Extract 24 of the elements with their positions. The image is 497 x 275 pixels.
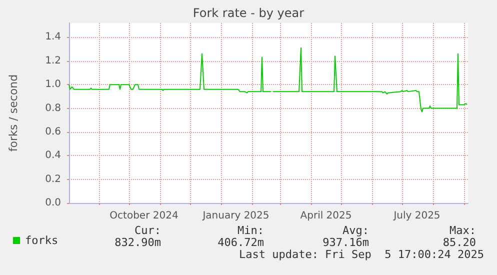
text: Avg: — [342, 224, 369, 237]
x-tick-label: April 2025 — [300, 210, 352, 222]
y-tick-label: 1.2 — [45, 55, 61, 66]
text: 406.72m — [218, 236, 264, 249]
x-tick-label: July 2025 — [392, 210, 440, 222]
text: Max: — [450, 224, 476, 237]
text: Min: — [238, 224, 264, 237]
chart-title: Fork rate - by year — [192, 6, 304, 20]
legend-label: forks — [25, 234, 58, 247]
text: 832.90m — [114, 236, 162, 249]
y-axis-title: forks / second — [7, 74, 20, 152]
y-tick-label: 0.4 — [45, 150, 61, 162]
text: 85.20 — [442, 236, 476, 249]
y-tick-label: 1.4 — [45, 32, 61, 43]
y-tick-label: 0.2 — [45, 174, 61, 185]
y-tick-label: 1.0 — [45, 79, 61, 90]
y-tick-label: 0.8 — [45, 102, 61, 114]
x-tick-label: January 2025 — [202, 210, 270, 222]
text: Last update: Fri Sep 5 17:00:24 2025 — [238, 248, 484, 261]
text: Cur: — [134, 224, 161, 237]
x-tick-label: October 2024 — [110, 210, 178, 222]
y-tick-label: 0.6 — [45, 126, 61, 138]
y-tick-label: 0.0 — [45, 198, 61, 208]
text: 937.16m — [322, 236, 370, 249]
